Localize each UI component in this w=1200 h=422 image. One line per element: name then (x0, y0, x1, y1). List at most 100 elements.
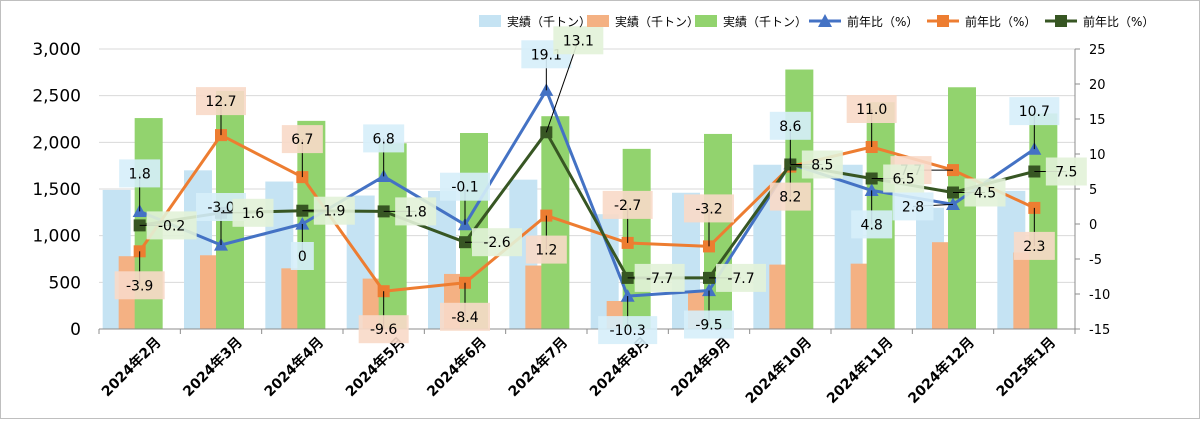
data-label-box (716, 263, 766, 292)
data-label: 8.6 (779, 119, 801, 135)
x-axis-tick-label: 2024年5月 (342, 334, 408, 400)
data-label-box (684, 194, 734, 223)
data-label: -0.2 (158, 218, 185, 234)
right-axis-tick-label: -15 (1089, 323, 1110, 338)
data-label: 6.5 (893, 172, 915, 188)
data-label: 4.5 (974, 186, 996, 202)
left-axis-tick-label: 2,500 (32, 87, 81, 107)
data-labels: 1.8-3.006.8-0.119.1-10.3 -9.58.64.82.810.… (114, 26, 1087, 345)
data-label: 1.8 (129, 166, 151, 182)
legend-marker (1055, 15, 1067, 27)
legend-label: 実績（千トン） (723, 14, 807, 29)
data-label: 6.8 (373, 131, 395, 147)
data-label-box (684, 310, 734, 339)
data-label-box (114, 271, 165, 300)
line-series-1 (139, 88, 1036, 298)
legend-swatch (479, 15, 501, 27)
right-axis-tick-label: 10 (1089, 148, 1106, 163)
right-axis-tick-label: 25 (1089, 43, 1106, 58)
data-label-box (232, 198, 274, 227)
legend-swatch (587, 15, 609, 27)
line-marker-1 (864, 183, 879, 196)
data-label-box (634, 263, 685, 292)
data-label: -2.7 (614, 198, 641, 214)
data-label: -9.5 (695, 318, 722, 334)
data-label: 12.7 (205, 94, 236, 110)
data-label-box (598, 316, 658, 345)
data-label: 1.6 (242, 206, 264, 222)
data-label: -3.2 (695, 201, 722, 217)
data-label-box (553, 26, 604, 55)
right-axis-tick-label: 20 (1089, 78, 1106, 93)
left-axis-tick-label: 1,000 (32, 227, 81, 247)
data-label: 11.0 (856, 102, 887, 118)
data-label-box (1009, 97, 1060, 126)
data-label-box (196, 87, 246, 116)
data-label: 7.5 (1055, 165, 1077, 181)
line-marker-1 (620, 289, 635, 302)
data-label-box (892, 192, 934, 221)
right-axis-tick-label: -5 (1089, 253, 1102, 268)
x-axis-tick-label: 2024年6月 (424, 334, 490, 400)
data-label-box (525, 235, 567, 264)
data-label-box (358, 315, 409, 344)
data-label: 8.5 (811, 158, 833, 174)
data-label-box (1045, 157, 1087, 186)
data-label-box (472, 228, 522, 257)
data-label: 6.7 (291, 132, 313, 148)
legend-label: 前年比（%） (847, 14, 918, 29)
data-label-box (769, 111, 811, 140)
data-label: -2.6 (483, 235, 510, 251)
data-label-box (769, 182, 811, 211)
left-axis-tick-label: 2,000 (32, 133, 81, 153)
legend-marker (818, 14, 832, 27)
line-marker-1 (702, 283, 716, 297)
data-label: 1.2 (535, 243, 557, 259)
data-label: -0.1 (451, 180, 478, 196)
data-label-box (602, 190, 653, 219)
data-label: 1.9 (323, 204, 345, 220)
x-axis-tick-label: 2024年2月 (98, 334, 164, 400)
line-marker-2 (133, 245, 146, 258)
data-label-box (146, 211, 197, 240)
x-axis-tick-label: 2024年9月 (668, 334, 734, 400)
legend-label: 前年比（%） (965, 14, 1036, 29)
right-axis-tick-label: 0 (1089, 218, 1097, 233)
data-label-box (851, 210, 893, 239)
data-label-box (440, 302, 490, 331)
legend-marker (937, 15, 949, 27)
data-label: -10.3 (610, 323, 646, 339)
legend-swatch (695, 15, 717, 27)
data-label-box (846, 95, 897, 123)
data-label-box (363, 124, 405, 153)
data-label: -9.6 (370, 322, 397, 338)
right-axis-tick-label: 5 (1089, 183, 1097, 198)
x-axis-tick-label: 2024年3月 (180, 334, 246, 400)
data-label: -3.0 (207, 200, 234, 216)
x-axis-tick-label: 2024年12月 (905, 334, 978, 407)
data-label-box (290, 242, 314, 270)
data-label: 8.2 (779, 190, 801, 206)
line-marker-1 (295, 217, 310, 230)
x-axis-tick-label: 2024年10月 (742, 334, 815, 407)
data-label-box (964, 178, 1006, 207)
data-label-box (883, 164, 925, 193)
data-label-box (440, 172, 490, 201)
data-label-box (801, 150, 843, 179)
x-axis-tick-label: 2025年1月 (993, 334, 1059, 400)
legend-label: 実績（千トン） (615, 14, 699, 29)
data-label: 4.8 (861, 217, 883, 233)
left-axis-tick-label: 3,000 (32, 40, 81, 60)
right-axis-tick-label: -10 (1089, 288, 1110, 303)
data-label-box (1013, 231, 1055, 260)
data-label: 1.8 (405, 204, 427, 220)
data-label-box (313, 196, 355, 225)
data-label-box (395, 197, 437, 226)
line-marker-1 (946, 197, 960, 210)
data-label: 13.1 (563, 33, 594, 49)
data-label: -8.4 (451, 310, 478, 326)
data-label: 10.7 (1019, 104, 1050, 120)
data-label: 0 (298, 249, 307, 265)
data-label: -7.7 (727, 271, 754, 287)
